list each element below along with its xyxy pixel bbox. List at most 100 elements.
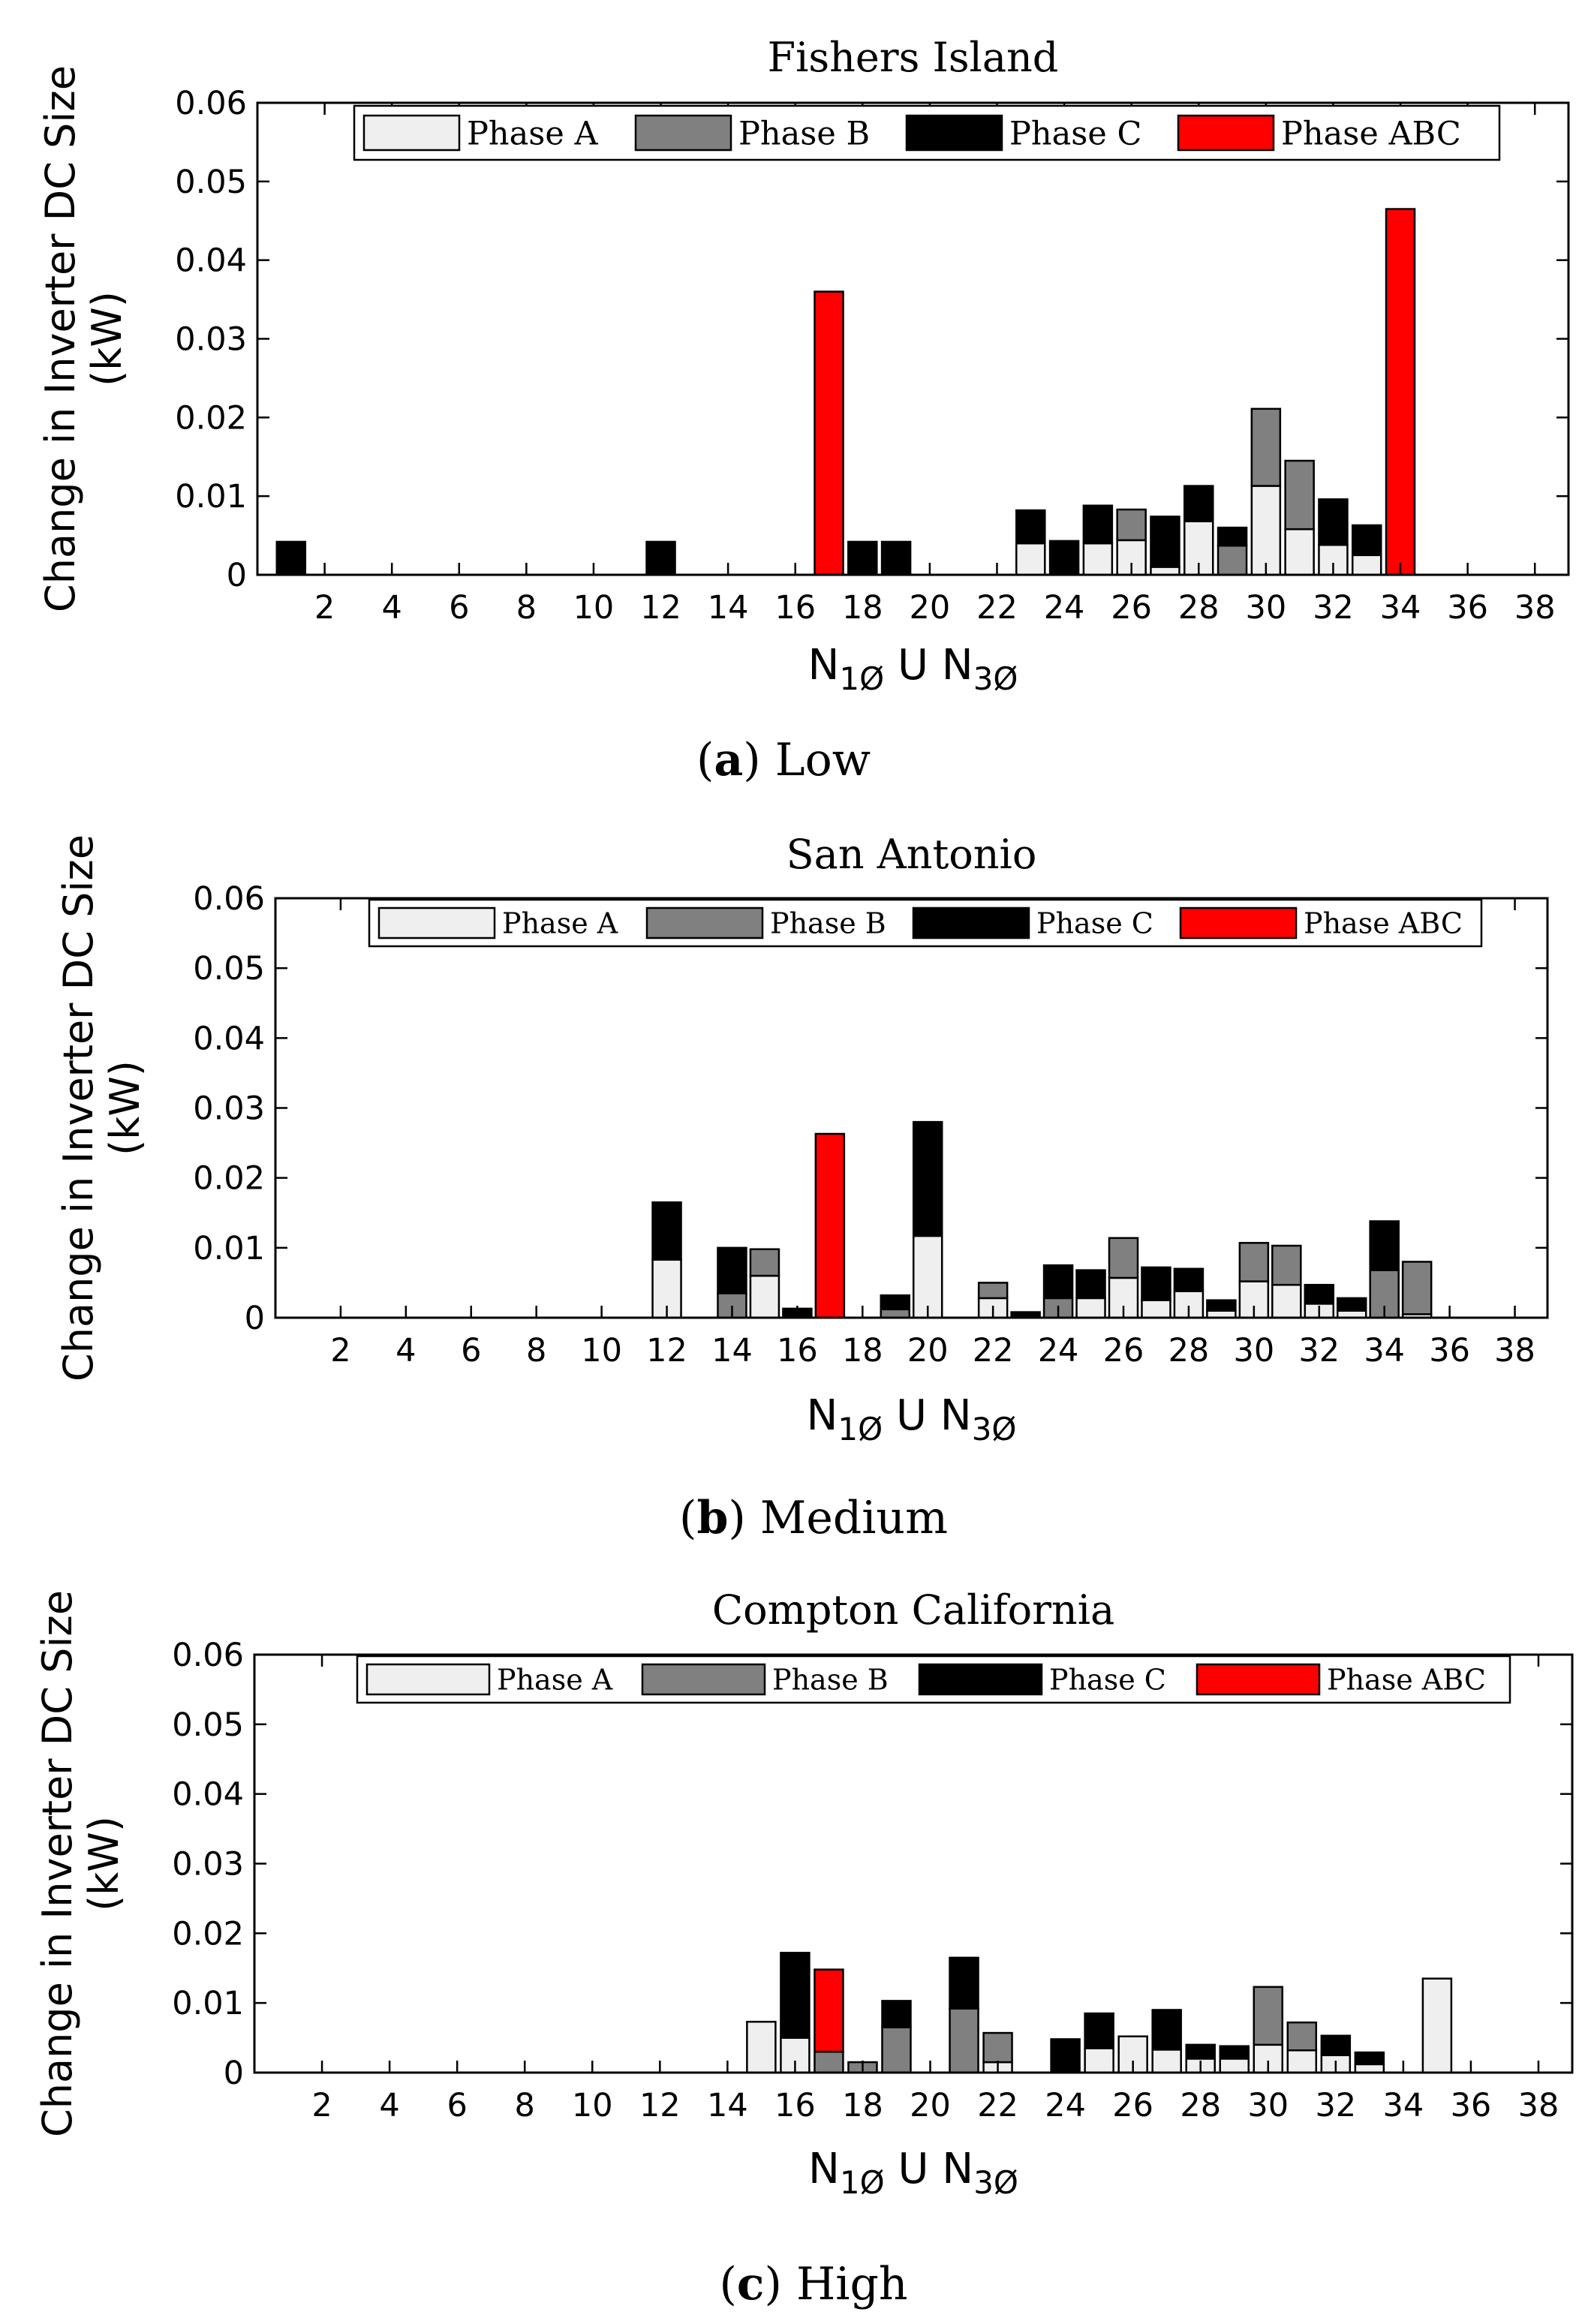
y-axis-label-line1: Change in Inverter DC Size [34, 1590, 81, 2137]
bar-x31-phase-a [1286, 2049, 1318, 2074]
xtick-label: 8 [526, 1332, 546, 1369]
xtick-label: 8 [515, 2087, 535, 2124]
ytick-label: 0.04 [193, 1020, 265, 1057]
bar-x12-phase-c [651, 1201, 682, 1261]
legend-label: Phase C [1049, 1664, 1166, 1697]
xtick-label: 36 [1451, 2087, 1492, 2124]
bar-x27-phase-c [1141, 1266, 1171, 1301]
legend-label: Phase B [738, 115, 870, 152]
xtick-label: 8 [516, 589, 537, 627]
legend-label: Phase B [770, 907, 886, 940]
ytick-label: 0.06 [193, 880, 265, 918]
xtick-label: 26 [1112, 2087, 1153, 2124]
y-axis-label: Change in Inverter DC Size (kW) [55, 834, 149, 1381]
x-axis-label-sub1: 1Ø [840, 2164, 885, 2201]
xtick-label: 28 [1180, 2087, 1221, 2124]
bar-x14-phase-c [717, 1246, 747, 1294]
xtick-label: 30 [1233, 1332, 1274, 1369]
xtick-label: 28 [1178, 589, 1220, 627]
bar-x25-phase-a [1084, 2047, 1114, 2074]
bars [746, 1952, 1453, 2074]
bar-x19-phase-b [881, 2026, 912, 2074]
y-axis-label-line2: (kW) [80, 1816, 128, 1911]
legend-label: Phase C [1009, 115, 1141, 152]
legend-label: Phase A [497, 1664, 613, 1697]
xtick-label: 10 [572, 2087, 613, 2124]
bar-x29-phase-a [1219, 2058, 1250, 2074]
xtick-label: 20 [910, 589, 951, 627]
caption: (c) High [719, 2258, 907, 2310]
bar-x17-phase-b [814, 2050, 844, 2074]
x-axis-label-n3: N [942, 641, 973, 690]
bar-x26-phase-b [1108, 1237, 1139, 1279]
x-axis-label-sub1: 1Ø [838, 1411, 883, 1448]
x-axis-label-n3: N [940, 1391, 972, 1440]
bar-x29-phase-c [1206, 1299, 1237, 1312]
axes-box [256, 101, 1570, 576]
legend-swatch-phase-b [634, 114, 732, 152]
y-axis-label-line1: Change in Inverter DC Size [55, 834, 102, 1381]
bar-x30-phase-b [1238, 1242, 1270, 1282]
ytick-label: 0.03 [175, 321, 247, 359]
bar-x33-phase-a [1354, 2063, 1385, 2074]
bar-x30-phase-b [1250, 407, 1282, 487]
xtick-label: 2 [314, 589, 335, 627]
chart-title: Fishers Island [768, 34, 1059, 81]
bar-x17-phase-abc [814, 290, 844, 576]
x-axis-label-union: U [883, 1391, 940, 1440]
xtick-label: 26 [1103, 1332, 1144, 1369]
bar-x16-phase-c [780, 1952, 811, 2039]
ytick-label: 0 [245, 1300, 265, 1337]
bar-x27-phase-a [1141, 1299, 1171, 1319]
x-axis-label-sub3: 3Ø [973, 2164, 1018, 2201]
bar-x31-phase-b [1286, 2021, 1318, 2052]
bars [651, 1120, 1433, 1319]
xtick-label: 30 [1247, 2087, 1289, 2124]
xtick-label: 6 [447, 2087, 467, 2124]
legend-swatch-phase-a [377, 906, 496, 940]
bar-x19-phase-b [880, 1308, 911, 1319]
xtick-label: 24 [1044, 589, 1085, 627]
legend-label: Phase B [772, 1664, 889, 1697]
legend-swatch-phase-c [905, 114, 1003, 152]
xtick-label: 4 [381, 589, 402, 627]
legend-label: Phase C [1036, 907, 1153, 940]
ytick-label: 0.01 [193, 1230, 265, 1267]
xtick-label: 32 [1298, 1332, 1340, 1369]
bar-x27-phase-c [1150, 516, 1180, 568]
legend-swatch-phase-b [645, 906, 764, 940]
xtick-label: 20 [907, 1332, 949, 1369]
ytick-label: 0.01 [175, 478, 247, 516]
axes-box [253, 1653, 1574, 2074]
bar-x21-phase-b [949, 2007, 979, 2074]
legend-swatch-phase-a [362, 114, 461, 152]
xtick-label: 10 [581, 1332, 622, 1369]
xtick-label: 22 [977, 2087, 1018, 2124]
bar-x27-phase-a [1150, 566, 1180, 576]
xtick-label: 22 [976, 589, 1018, 627]
x-axis-label-n1: N [807, 1391, 838, 1440]
bar-x29-phase-b [1217, 544, 1248, 576]
caption: (b) Medium [679, 1492, 948, 1544]
bar-x20-phase-c [912, 1120, 943, 1237]
xtick-label: 2 [330, 1332, 350, 1369]
xtick-label: 34 [1380, 589, 1421, 627]
bar-x33-phase-c [1351, 524, 1382, 557]
legend-label: Phase A [502, 907, 618, 940]
bar-x25-phase-c [1084, 2012, 1114, 2049]
legend-swatch-phase-a [365, 1663, 491, 1696]
bar-x28-phase-c [1183, 485, 1214, 522]
xtick-label: 12 [646, 1332, 687, 1369]
ytick-label: 0.02 [193, 1160, 265, 1198]
legend: Phase A Phase B Phase C Phase ABC [353, 104, 1501, 161]
bar-x19-phase-c [881, 2000, 912, 2028]
legend: Phase A Phase B Phase C Phase ABC [356, 1655, 1511, 1704]
x-axis-label-union: U [885, 2145, 943, 2193]
xtick-label: 28 [1168, 1332, 1210, 1369]
panel-high: Compton California 0 0.01 0.02 0.03 0.04 0.05 0… [34, 1586, 1574, 2310]
bar-x31-phase-a [1284, 528, 1315, 576]
bar-x21-phase-c [949, 1956, 979, 2010]
panel-low: Fishers Island 0 0.01 0.02 0.03 0.04 0.05 0.06 2… [37, 34, 1570, 786]
bar-x28-phase-c [1173, 1267, 1205, 1292]
